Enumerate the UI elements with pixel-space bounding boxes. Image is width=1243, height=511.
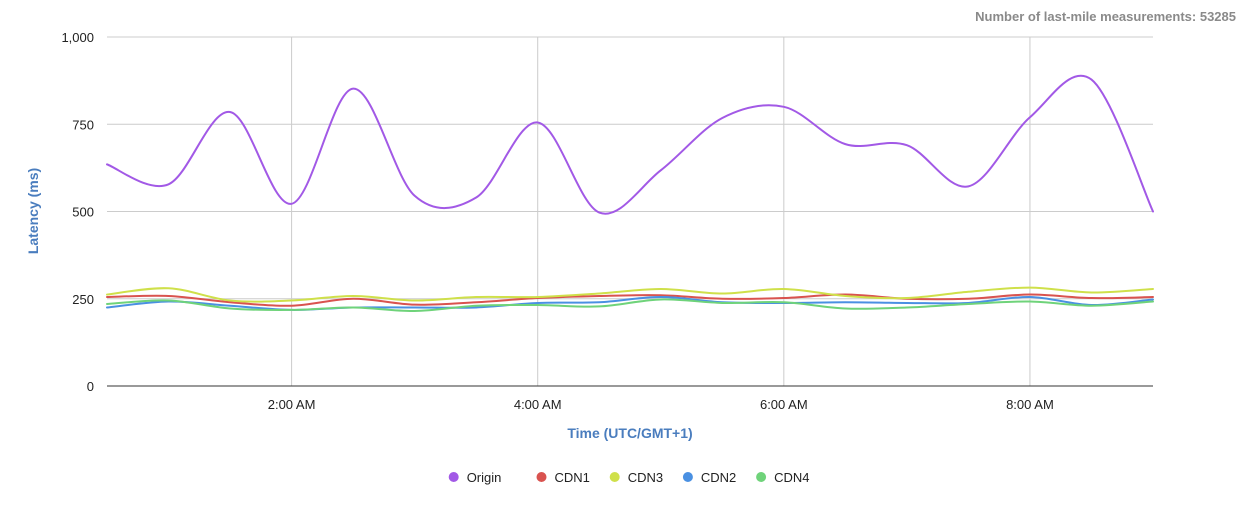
- x-tick-label: 8:00 AM: [1006, 397, 1054, 412]
- legend-swatch-cdn2: [682, 472, 693, 482]
- series-line-cdn4: [106, 298, 1154, 312]
- measurement-count-note: Number of last-mile measurements: 53285: [975, 9, 1236, 24]
- y-tick-label: 500: [72, 205, 94, 220]
- x-tick-label: 2:00 AM: [268, 397, 316, 412]
- legend-item-cdn1[interactable]: CDN1: [536, 470, 590, 485]
- legend-item-cdn4[interactable]: CDN4: [756, 470, 810, 485]
- legend-label-cdn2: CDN2: [701, 470, 736, 485]
- grid-layer: [107, 36, 1153, 386]
- legend-item-cdn2[interactable]: CDN2: [682, 470, 736, 485]
- legend-label-origin: Origin: [467, 470, 502, 485]
- legend-label-cdn4: CDN4: [774, 470, 809, 485]
- series-line-cdn3: [106, 286, 1154, 303]
- legend-swatch-cdn4: [756, 472, 767, 482]
- legend-label-cdn1: CDN1: [555, 470, 590, 485]
- x-tick-label: 4:00 AM: [514, 397, 562, 412]
- y-axis-title: Latency (ms): [25, 168, 41, 254]
- legend-swatch-cdn3: [609, 472, 620, 482]
- series-line-cdn1: [106, 293, 1154, 307]
- legend: Origin CDN1 CDN3 CDN2 CDN4: [448, 470, 810, 485]
- x-axis-title: Time (UTC/GMT+1): [567, 425, 692, 441]
- label-layer: Number of last-mile measurements: 53285 …: [25, 9, 1236, 441]
- series-line-origin: [106, 74, 1154, 215]
- x-tick-label: 6:00 AM: [760, 397, 808, 412]
- y-tick-label: 750: [72, 117, 94, 132]
- legend-swatch-cdn1: [536, 472, 547, 482]
- y-tick-label: 0: [87, 379, 94, 394]
- legend-label-cdn3: CDN3: [628, 470, 663, 485]
- y-tick-label: 1,000: [61, 30, 94, 45]
- legend-item-origin[interactable]: Origin: [448, 470, 502, 485]
- series-layer: [106, 74, 1154, 312]
- legend-item-cdn3[interactable]: CDN3: [609, 470, 663, 485]
- axis-layer: 0 250 500 750 1,000 2:00 AM 4:00 AM 6:00 AM 8:00…: [61, 30, 1153, 412]
- y-tick-label: 250: [72, 292, 94, 307]
- legend-swatch-origin: [448, 472, 459, 482]
